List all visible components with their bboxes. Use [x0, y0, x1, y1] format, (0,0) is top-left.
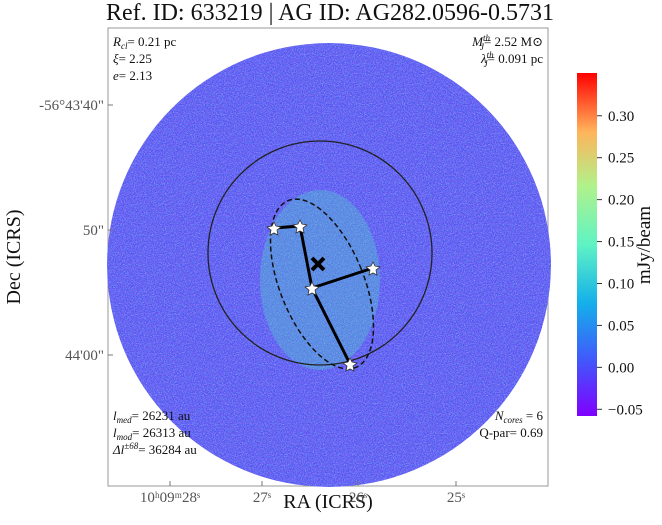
colorbar-label: mJy/beam — [634, 206, 655, 284]
colorbar-tick-label: 0.15 — [608, 235, 634, 251]
mst-edge — [273, 224, 352, 365]
value: = 2.25 — [119, 51, 152, 66]
labels: RA (ICRS) Dec (ICRS) 10ʰ09ᵐ28ˢ 27ˢ 26ˢ 25ˢ -56… — [3, 33, 655, 513]
annotation: Mth J= 2.52 M⊙ — [471, 33, 543, 52]
symbol: M — [471, 34, 484, 49]
subscript: med — [117, 415, 132, 425]
noise — [107, 43, 551, 487]
y-tick-label: 44'00" — [65, 348, 104, 364]
x-tick-label: 27ˢ — [253, 490, 271, 506]
center-marker — [310, 256, 326, 272]
subscript: J — [480, 42, 485, 52]
x-axis-label: RA (ICRS) — [283, 491, 372, 513]
symbol: e — [113, 68, 119, 83]
annotation: Q-par= 0.69 — [479, 425, 543, 440]
annotation: Ncores = 6 — [494, 408, 544, 425]
colorbar — [577, 73, 597, 416]
value: Q-par= 0.69 — [479, 425, 543, 440]
symbol: l — [113, 425, 117, 440]
subscript: cl — [121, 41, 128, 51]
value: = 26313 au — [132, 425, 191, 440]
x-tick-label: 26ˢ — [349, 490, 367, 506]
core — [365, 261, 381, 276]
core — [292, 219, 308, 234]
subscript: cores — [503, 415, 523, 425]
annotation: λth J= 0.091 pc — [480, 50, 543, 69]
y-tick-label: 50" — [83, 223, 104, 239]
emission — [260, 190, 380, 370]
colorbar-tick-label: 0.30 — [608, 109, 634, 125]
value: = 6 — [523, 408, 544, 423]
overlay — [207, 140, 433, 372]
value: = 2.52 M⊙ — [484, 34, 543, 49]
symbol: ξ — [113, 51, 119, 66]
subscript: J — [484, 59, 489, 69]
mst-edge — [311, 266, 374, 290]
y-tick-label: -56°43'40" — [39, 98, 104, 114]
value: = 0.091 pc — [488, 51, 544, 66]
core — [342, 357, 358, 372]
superscript: th — [483, 33, 491, 43]
colorbar-tick-label: 0.10 — [608, 276, 634, 292]
annotation: lmed= 26231 au — [113, 408, 191, 425]
colorbar-tick-label: 0.05 — [608, 318, 634, 334]
symbol: N — [494, 408, 505, 423]
colorbar-tick-label: −0.05 — [608, 402, 643, 418]
symbol: l — [113, 408, 117, 423]
fit-ellipse — [269, 198, 375, 370]
region-circle — [207, 140, 433, 366]
value: = 26231 au — [132, 408, 191, 423]
colorbar-tick-label: 0.25 — [608, 151, 634, 167]
y-axis-label: Dec (ICRS) — [3, 210, 25, 305]
x-tick-label: 25ˢ — [447, 490, 465, 506]
symbol: λ — [480, 51, 487, 66]
superscript: ±68 — [124, 441, 138, 451]
annotation: Rcl= 0.21 pc — [112, 34, 177, 51]
annotation: ξ= 2.25 — [113, 51, 152, 66]
title: Ref. ID: 633219 | AG ID: AG282.0596-0.57… — [106, 0, 554, 26]
annotation: e= 2.13 — [113, 68, 152, 83]
subscript: mod — [117, 432, 133, 442]
colorbar-tick-label: 0.20 — [608, 193, 634, 209]
value: = 0.21 pc — [127, 34, 176, 49]
symbol: R — [112, 34, 121, 49]
image — [107, 43, 551, 487]
superscript: th — [487, 50, 495, 60]
value: = 2.13 — [119, 68, 152, 83]
symbol: Δl — [112, 442, 125, 457]
annotation: Δl±68= 36284 au — [112, 441, 197, 457]
x-tick-label: 10ʰ09ᵐ28ˢ — [140, 490, 200, 506]
annotation: lmod= 26313 au — [113, 425, 191, 442]
core — [304, 281, 320, 296]
value: = 36284 au — [138, 442, 197, 457]
core — [266, 221, 282, 236]
colorbar-tick-label: 0.00 — [608, 360, 634, 376]
